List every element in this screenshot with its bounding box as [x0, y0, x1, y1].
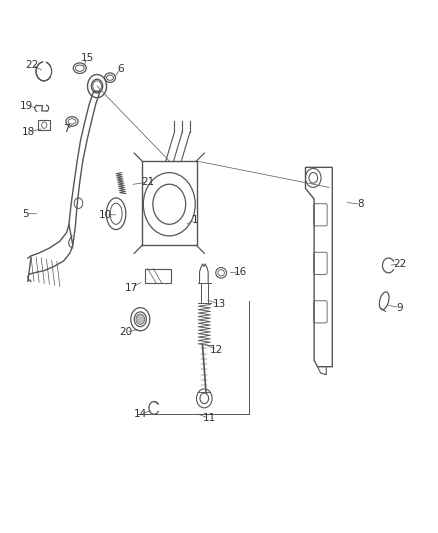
- Text: 16: 16: [234, 267, 247, 277]
- Text: 22: 22: [25, 60, 39, 70]
- Text: 1: 1: [192, 215, 198, 225]
- Text: 19: 19: [20, 101, 33, 111]
- Text: 10: 10: [99, 210, 112, 220]
- Text: 21: 21: [141, 177, 154, 187]
- Text: 13: 13: [213, 300, 226, 310]
- Text: 11: 11: [203, 414, 216, 423]
- Text: 18: 18: [22, 127, 35, 137]
- Text: 15: 15: [81, 53, 94, 63]
- Text: 9: 9: [396, 303, 403, 313]
- Text: 7: 7: [64, 124, 70, 134]
- Circle shape: [136, 314, 145, 325]
- Text: 5: 5: [22, 209, 28, 219]
- Text: 20: 20: [120, 327, 133, 337]
- Text: 12: 12: [210, 345, 223, 355]
- Text: 17: 17: [125, 282, 138, 293]
- Text: 14: 14: [134, 409, 147, 419]
- Text: 8: 8: [357, 199, 364, 209]
- Text: 6: 6: [117, 64, 124, 74]
- Text: 22: 22: [393, 259, 406, 269]
